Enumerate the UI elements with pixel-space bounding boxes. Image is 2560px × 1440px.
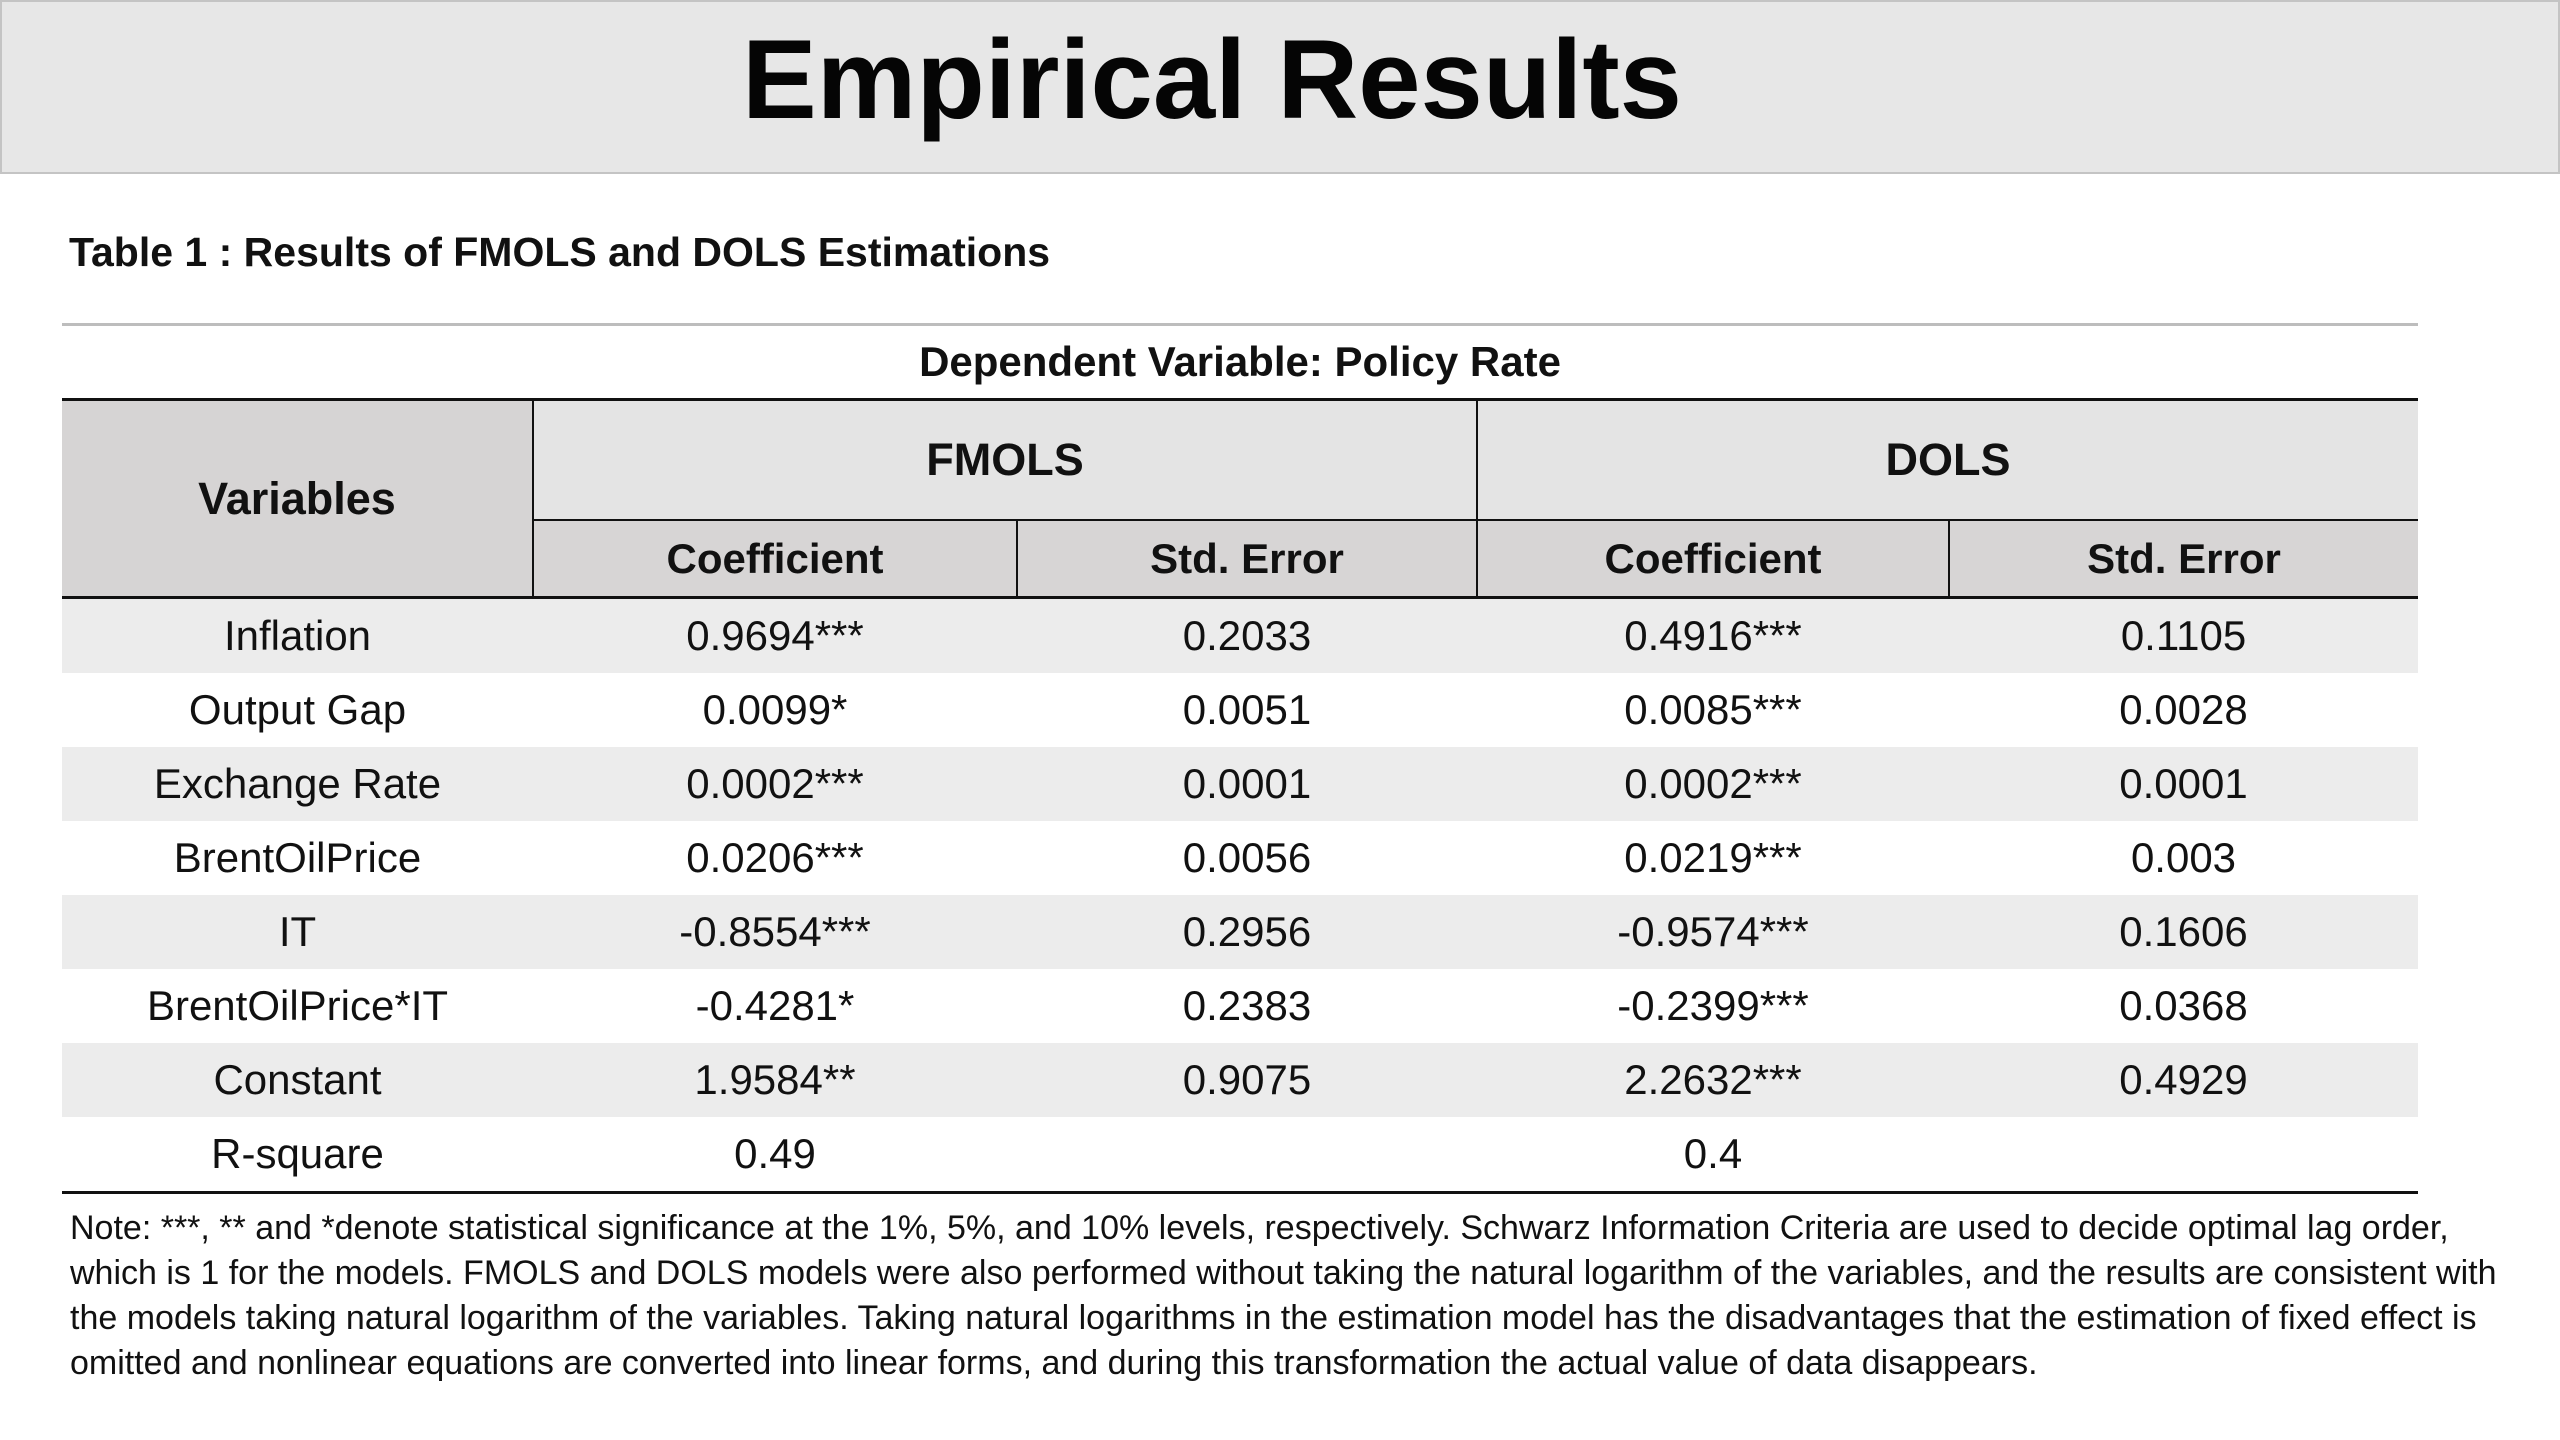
variable-name: BrentOilPrice*IT [62,969,533,1043]
dols-coefficient: 0.0002*** [1477,747,1949,821]
table-note: Note: ***, ** and *denote statistical si… [70,1209,2497,1382]
fmols-std-error: 0.2033 [1017,597,1477,673]
variable-name: Exchange Rate [62,747,533,821]
subheader-row: Coefficient Std. Error Coefficient Std. … [62,519,2418,599]
fmols-coefficient: 0.0002*** [533,747,1017,821]
fmols-std-error [1017,1117,1477,1194]
fmols-std-error: 0.2383 [1017,969,1477,1043]
dols-coefficient: 0.0219*** [1477,821,1949,895]
fmols-std-error: 0.2956 [1017,895,1477,969]
dols-coefficient: 0.4 [1477,1117,1949,1194]
dols-std-error: 0.4929 [1949,1043,2418,1117]
dols-std-error: 0.0001 [1949,747,2418,821]
variable-name: IT [62,895,533,969]
table-row: IT -0.8554*** 0.2956 -0.9574*** 0.1606 [62,895,2418,969]
variable-name: BrentOilPrice [62,821,533,895]
table-row: BrentOilPrice 0.0206*** 0.0056 0.0219***… [62,821,2418,895]
table-row: Inflation 0.9694*** 0.2033 0.4916*** 0.1… [62,597,2418,673]
group-header-row: Variables FMOLS DOLS [62,399,2418,599]
table-row: Constant 1.9584** 0.9075 2.2632*** 0.492… [62,1043,2418,1117]
fmols-std-error: 0.9075 [1017,1043,1477,1117]
dols-coefficient: -0.9574*** [1477,895,1949,969]
fmols-coefficient: 0.9694*** [533,597,1017,673]
table-row: Exchange Rate 0.0002*** 0.0001 0.0002***… [62,747,2418,821]
dols-std-error [1949,1117,2418,1194]
variable-name: Constant [62,1043,533,1117]
dols-coefficient: 2.2632*** [1477,1043,1949,1117]
fmols-coefficient: 0.0099* [533,673,1017,747]
dols-std-error: 0.1606 [1949,895,2418,969]
fmols-coefficient: 0.49 [533,1117,1017,1194]
variables-header: Variables [62,399,534,599]
dols-header: DOLS [1477,399,2418,520]
fmols-coefficient: -0.4281* [533,969,1017,1043]
variable-name: Output Gap [62,673,533,747]
table-row: Output Gap 0.0099* 0.0051 0.0085*** 0.00… [62,673,2418,747]
table-row: BrentOilPrice*IT -0.4281* 0.2383 -0.2399… [62,969,2418,1043]
dols-coefficient: -0.2399*** [1477,969,1949,1043]
variable-name: R-square [62,1117,533,1194]
dols-std-error-header: Std. Error [1949,519,2418,599]
fmols-coefficient-header: Coefficient [533,519,1018,599]
table-row: R-square 0.49 0.4 [62,1117,2418,1194]
dols-coefficient-header: Coefficient [1477,519,1950,599]
slide-title-bar: Empirical Results [0,0,2560,174]
fmols-coefficient: -0.8554*** [533,895,1017,969]
fmols-std-error: 0.0001 [1017,747,1477,821]
dols-std-error: 0.003 [1949,821,2418,895]
fmols-coefficient: 0.0206*** [533,821,1017,895]
dols-coefficient: 0.0085*** [1477,673,1949,747]
dols-std-error: 0.0368 [1949,969,2418,1043]
dependent-variable-row: Dependent Variable: Policy Rate [62,323,2418,401]
fmols-std-error-header: Std. Error [1017,519,1478,599]
results-table: Dependent Variable: Policy Rate Variable… [62,323,2418,1194]
fmols-header: FMOLS [533,399,1478,520]
dependent-variable-label: Dependent Variable: Policy Rate [62,323,2418,401]
variable-name: Inflation [62,597,533,673]
dols-coefficient: 0.4916*** [1477,597,1949,673]
table-caption: Table 1 : Results of FMOLS and DOLS Esti… [69,229,1051,275]
slide-title: Empirical Results [742,17,1682,142]
fmols-coefficient: 1.9584** [533,1043,1017,1117]
fmols-std-error: 0.0056 [1017,821,1477,895]
dols-std-error: 0.1105 [1949,597,2418,673]
fmols-std-error: 0.0051 [1017,673,1477,747]
dols-std-error: 0.0028 [1949,673,2418,747]
